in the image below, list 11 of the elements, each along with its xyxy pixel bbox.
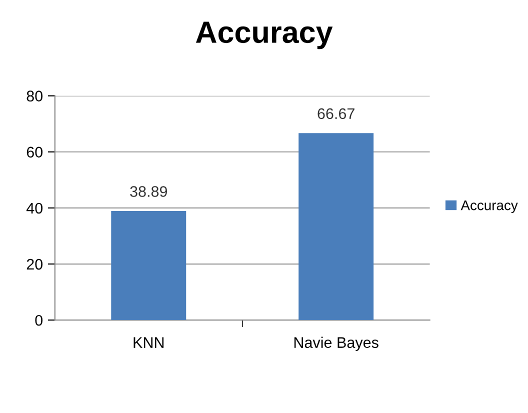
y-tick-label: 20 — [26, 258, 43, 270]
y-tick-label: 60 — [26, 146, 43, 158]
data-label: 38.89 — [130, 186, 168, 197]
legend-label: Accuracy — [460, 200, 518, 213]
y-tick-label: 0 — [35, 314, 43, 326]
x-tick-label: KNN — [134, 337, 164, 348]
y-tick-label: 40 — [26, 202, 43, 214]
data-label: 66.67 — [318, 108, 354, 120]
y-tick-label: 80 — [26, 90, 43, 102]
chart-title: Accuracy — [196, 22, 333, 50]
x-tick-label: Navie Bayes — [294, 336, 378, 351]
